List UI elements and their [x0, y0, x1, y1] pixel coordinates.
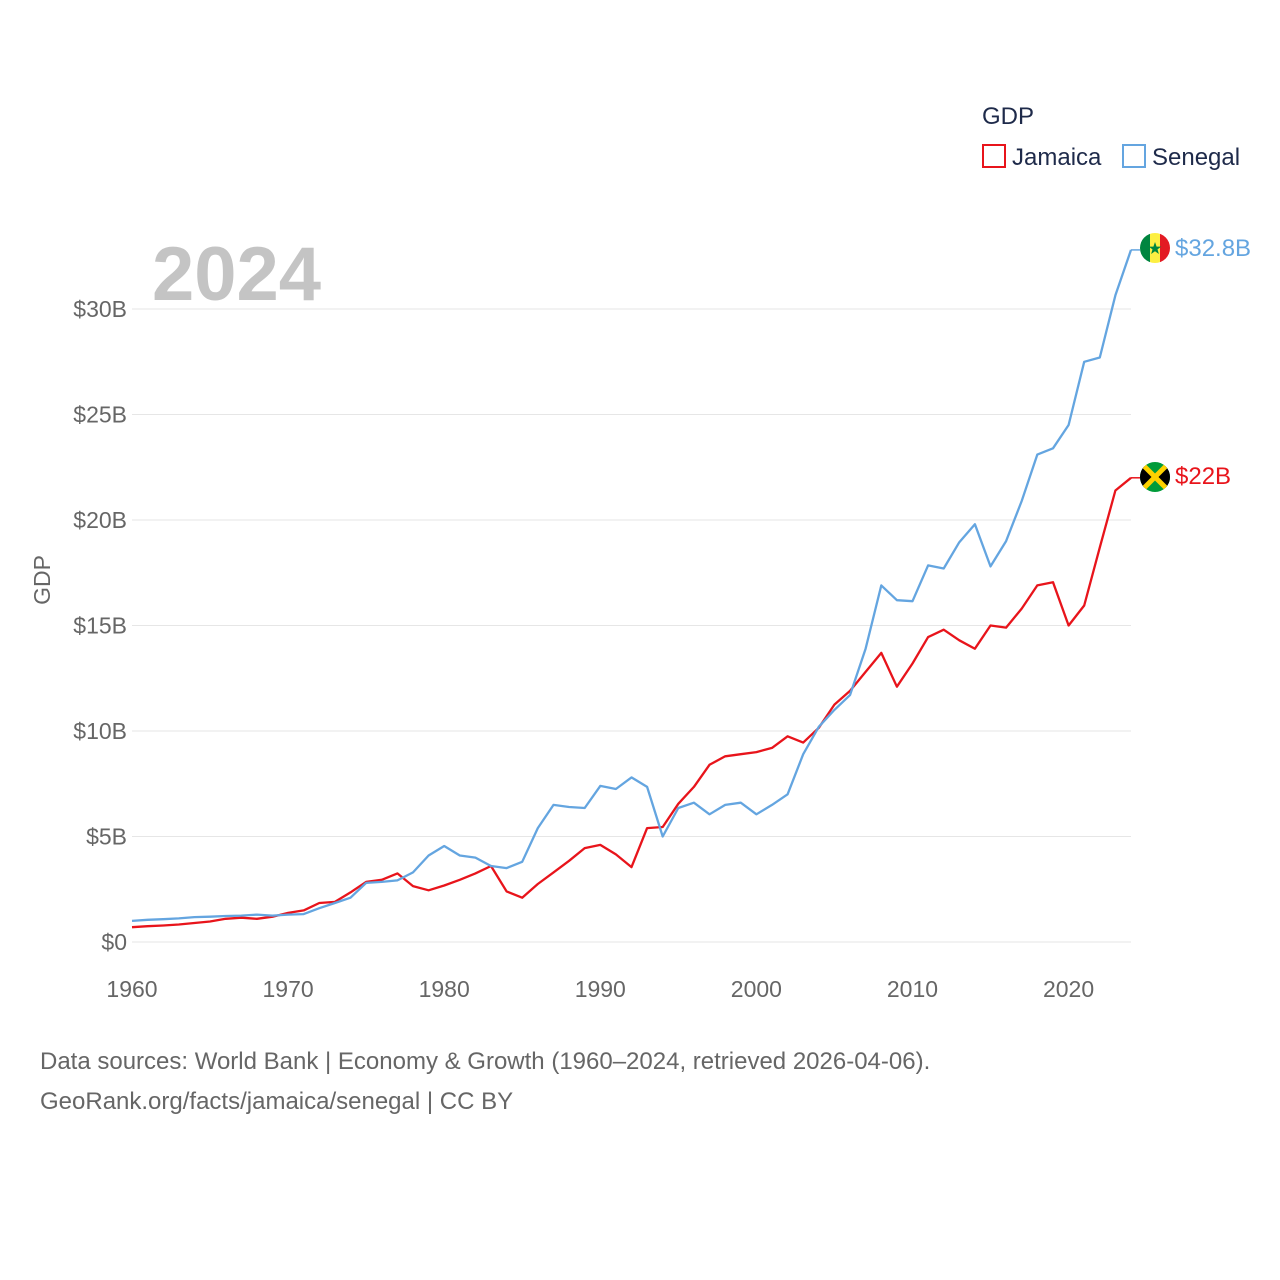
year-watermark: 2024 — [152, 232, 321, 317]
y-tick-label: $0 — [101, 929, 127, 955]
x-tick-label: 1980 — [419, 976, 470, 1002]
x-tick-label: 1960 — [106, 976, 157, 1002]
jamaica-end-label: $22B — [1175, 463, 1231, 490]
legend: GDP Jamaica Senegal — [982, 103, 1240, 171]
legend-label-senegal: Senegal — [1152, 144, 1240, 171]
y-axis-label: GDP — [29, 555, 55, 605]
data-source-footer: Data sources: World Bank | Economy & Gro… — [40, 1042, 930, 1122]
senegal-flag-icon — [1140, 233, 1170, 263]
x-tick-label: 1990 — [575, 976, 626, 1002]
y-axis-ticks: $0 $5B $10B $15B $20B $25B $30B — [73, 296, 127, 955]
x-tick-label: 2010 — [887, 976, 938, 1002]
attribution-line: GeoRank.org/facts/jamaica/senegal | CC B… — [40, 1088, 514, 1115]
series-lines — [131, 249, 1140, 929]
gridlines — [132, 308, 1131, 943]
legend-label-jamaica: Jamaica — [1012, 144, 1102, 171]
senegal-end-label: $32.8B — [1175, 235, 1251, 262]
x-tick-label: 2000 — [731, 976, 782, 1002]
legend-title: GDP — [982, 103, 1034, 130]
source-line: Data sources: World Bank | Economy & Gro… — [40, 1048, 931, 1075]
y-tick-label: $25B — [73, 402, 127, 428]
gdp-line-chart: 2024 $0$5B$10B$15B$20B$25B$30B 1960 1970 1… — [29, 103, 1251, 1002]
legend-swatch-senegal — [1122, 144, 1146, 168]
x-axis-ticks: 1960 1970 1980 1990 2000 2010 2020 — [106, 976, 1094, 1002]
x-tick-label: 1970 — [263, 976, 314, 1002]
y-tick-label: $10B — [73, 718, 127, 744]
y-tick-label: $5B — [86, 824, 127, 850]
legend-swatch-jamaica — [982, 144, 1006, 168]
y-tick-label: $20B — [73, 507, 127, 533]
series-line-jamaica — [131, 476, 1132, 929]
series-line-senegal — [131, 249, 1133, 923]
y-tick-label: $15B — [73, 613, 127, 639]
jamaica-flag-icon — [1140, 462, 1170, 492]
x-tick-label: 2020 — [1043, 976, 1094, 1002]
y-tick-label: $30B — [73, 296, 127, 322]
